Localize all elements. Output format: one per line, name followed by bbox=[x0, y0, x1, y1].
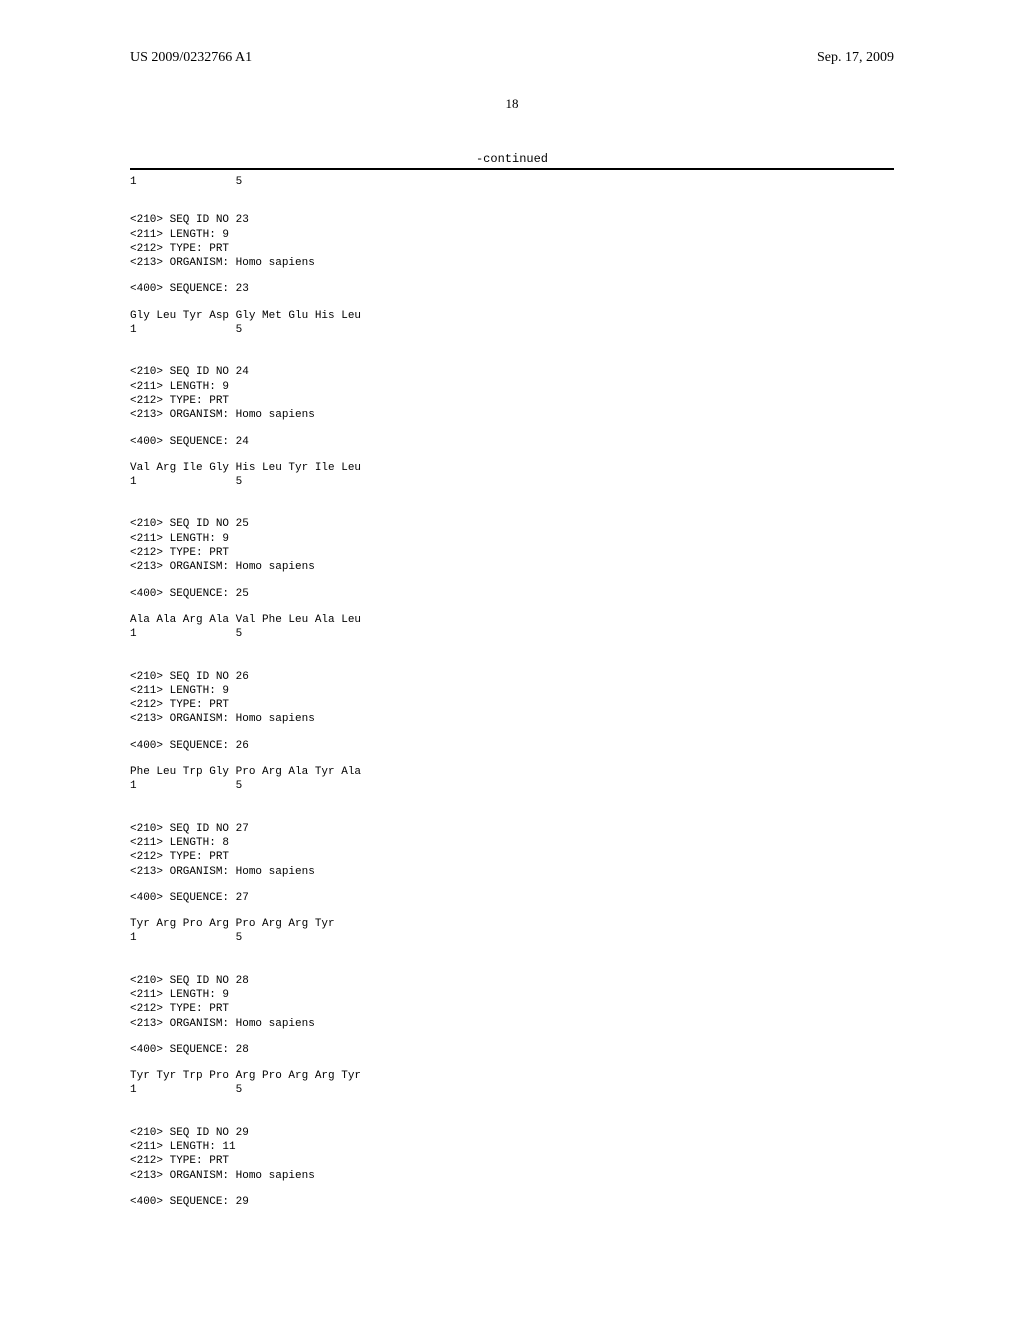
sequence-header-line: <210> SEQ ID NO 29 bbox=[130, 1126, 894, 1140]
sequence-listing: 1 5<210> SEQ ID NO 23<211> LENGTH: 9<212… bbox=[130, 175, 894, 1209]
sequence-label: <400> SEQUENCE: 27 bbox=[130, 891, 894, 905]
sequence-header-line: <213> ORGANISM: Homo sapiens bbox=[130, 1169, 894, 1183]
sequence-header-line: <211> LENGTH: 9 bbox=[130, 532, 894, 546]
sequence-header-line: <212> TYPE: PRT bbox=[130, 394, 894, 408]
sequence-data-line: 1 5 bbox=[130, 1083, 894, 1097]
sequence-label: <400> SEQUENCE: 24 bbox=[130, 435, 894, 449]
sequence-entry: <210> SEQ ID NO 23<211> LENGTH: 9<212> T… bbox=[130, 213, 894, 337]
sequence-header-line: <212> TYPE: PRT bbox=[130, 546, 894, 560]
sequence-header-line: <210> SEQ ID NO 26 bbox=[130, 670, 894, 684]
sequence-header-line: <211> LENGTH: 9 bbox=[130, 684, 894, 698]
sequence-header-line: <213> ORGANISM: Homo sapiens bbox=[130, 1017, 894, 1031]
sequence-header-line: <210> SEQ ID NO 25 bbox=[130, 517, 894, 531]
sequence-data-line: 1 5 bbox=[130, 627, 894, 641]
sequence-header-line: <212> TYPE: PRT bbox=[130, 850, 894, 864]
sequence-position-line: 1 5 bbox=[130, 175, 894, 189]
sequence-label: <400> SEQUENCE: 28 bbox=[130, 1043, 894, 1057]
sequence-header-line: <212> TYPE: PRT bbox=[130, 1002, 894, 1016]
publication-number: US 2009/0232766 A1 bbox=[130, 50, 252, 66]
sequence-header-line: <213> ORGANISM: Homo sapiens bbox=[130, 865, 894, 879]
content-divider bbox=[130, 168, 894, 170]
sequence-header-line: <211> LENGTH: 9 bbox=[130, 988, 894, 1002]
sequence-header-line: <213> ORGANISM: Homo sapiens bbox=[130, 560, 894, 574]
sequence-header-line: <212> TYPE: PRT bbox=[130, 698, 894, 712]
sequence-header-line: <213> ORGANISM: Homo sapiens bbox=[130, 712, 894, 726]
sequence-header-line: <211> LENGTH: 9 bbox=[130, 380, 894, 394]
publication-date: Sep. 17, 2009 bbox=[817, 50, 894, 66]
sequence-data-line: Ala Ala Arg Ala Val Phe Leu Ala Leu bbox=[130, 613, 894, 627]
sequence-entry: <210> SEQ ID NO 26<211> LENGTH: 9<212> T… bbox=[130, 670, 894, 794]
sequence-header-line: <211> LENGTH: 11 bbox=[130, 1140, 894, 1154]
sequence-header-line: <210> SEQ ID NO 28 bbox=[130, 974, 894, 988]
sequence-header-line: <212> TYPE: PRT bbox=[130, 242, 894, 256]
sequence-label: <400> SEQUENCE: 25 bbox=[130, 587, 894, 601]
sequence-entry: <210> SEQ ID NO 29<211> LENGTH: 11<212> … bbox=[130, 1126, 894, 1209]
continued-label: -continued bbox=[130, 152, 894, 166]
sequence-header-line: <212> TYPE: PRT bbox=[130, 1154, 894, 1168]
sequence-data-line: 1 5 bbox=[130, 931, 894, 945]
sequence-label: <400> SEQUENCE: 23 bbox=[130, 282, 894, 296]
sequence-header-line: <210> SEQ ID NO 24 bbox=[130, 365, 894, 379]
sequence-data-line: Tyr Arg Pro Arg Pro Arg Arg Tyr bbox=[130, 917, 894, 931]
sequence-header-line: <213> ORGANISM: Homo sapiens bbox=[130, 408, 894, 422]
sequence-header-line: <211> LENGTH: 8 bbox=[130, 836, 894, 850]
sequence-header-line: <210> SEQ ID NO 23 bbox=[130, 213, 894, 227]
sequence-entry: <210> SEQ ID NO 27<211> LENGTH: 8<212> T… bbox=[130, 822, 894, 946]
document-header: US 2009/0232766 A1 Sep. 17, 2009 bbox=[130, 50, 894, 66]
sequence-entry: <210> SEQ ID NO 24<211> LENGTH: 9<212> T… bbox=[130, 365, 894, 489]
sequence-data-line: Phe Leu Trp Gly Pro Arg Ala Tyr Ala bbox=[130, 765, 894, 779]
sequence-data-line: Gly Leu Tyr Asp Gly Met Glu His Leu bbox=[130, 309, 894, 323]
sequence-label: <400> SEQUENCE: 26 bbox=[130, 739, 894, 753]
sequence-data-line: 1 5 bbox=[130, 323, 894, 337]
sequence-data-line: Val Arg Ile Gly His Leu Tyr Ile Leu bbox=[130, 461, 894, 475]
page-number: 18 bbox=[130, 96, 894, 112]
sequence-data-line: 1 5 bbox=[130, 475, 894, 489]
sequence-intro: 1 5 bbox=[130, 175, 894, 189]
sequence-entry: <210> SEQ ID NO 28<211> LENGTH: 9<212> T… bbox=[130, 974, 894, 1098]
sequence-data-line: 1 5 bbox=[130, 779, 894, 793]
sequence-header-line: <211> LENGTH: 9 bbox=[130, 228, 894, 242]
sequence-header-line: <210> SEQ ID NO 27 bbox=[130, 822, 894, 836]
sequence-label: <400> SEQUENCE: 29 bbox=[130, 1195, 894, 1209]
sequence-data-line: Tyr Tyr Trp Pro Arg Pro Arg Arg Tyr bbox=[130, 1069, 894, 1083]
sequence-header-line: <213> ORGANISM: Homo sapiens bbox=[130, 256, 894, 270]
sequence-entry: <210> SEQ ID NO 25<211> LENGTH: 9<212> T… bbox=[130, 517, 894, 641]
